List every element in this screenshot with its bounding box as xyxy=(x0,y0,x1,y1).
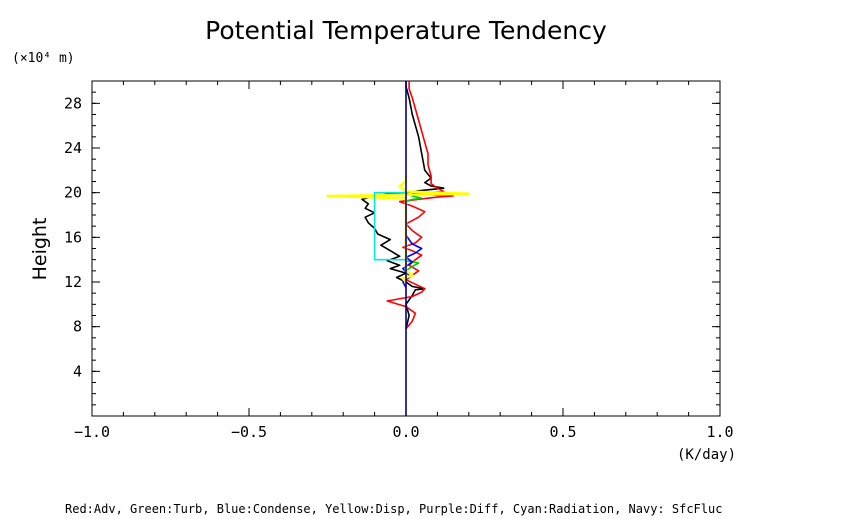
y-tick-label: 4 xyxy=(73,362,82,380)
x-axis-label: (K/day) xyxy=(677,447,736,463)
y-tick-label: 24 xyxy=(64,139,82,157)
series-line xyxy=(361,81,445,330)
plot-area: −1.0 −0.5 0.0 0.5 1.0 4 8 12 16 20 24 28 xyxy=(64,80,734,441)
x-tick-label: 0.0 xyxy=(392,423,419,441)
legend-text: Red:Adv, Green:Turb, Blue:Condense, Yell… xyxy=(65,502,722,516)
series-line xyxy=(386,81,454,330)
y-tick-label: 28 xyxy=(64,94,82,112)
y-tick-label: 20 xyxy=(64,184,82,202)
y-tick-label: 8 xyxy=(73,318,82,336)
x-tick-label: 1.0 xyxy=(706,423,733,441)
series-line xyxy=(326,175,471,283)
x-tick-label: −1.0 xyxy=(74,423,110,441)
y-unit-label: (×10⁴ m) xyxy=(12,51,75,66)
series-line xyxy=(373,191,406,261)
y-tick-label: 16 xyxy=(64,228,82,246)
y-axis-label: Height xyxy=(29,218,51,281)
x-tick-label: 0.5 xyxy=(549,423,576,441)
y-tick-label: 12 xyxy=(64,273,82,291)
chart-title: Potential Temperature Tendency xyxy=(205,16,607,45)
x-tick-label: −0.5 xyxy=(231,423,267,441)
